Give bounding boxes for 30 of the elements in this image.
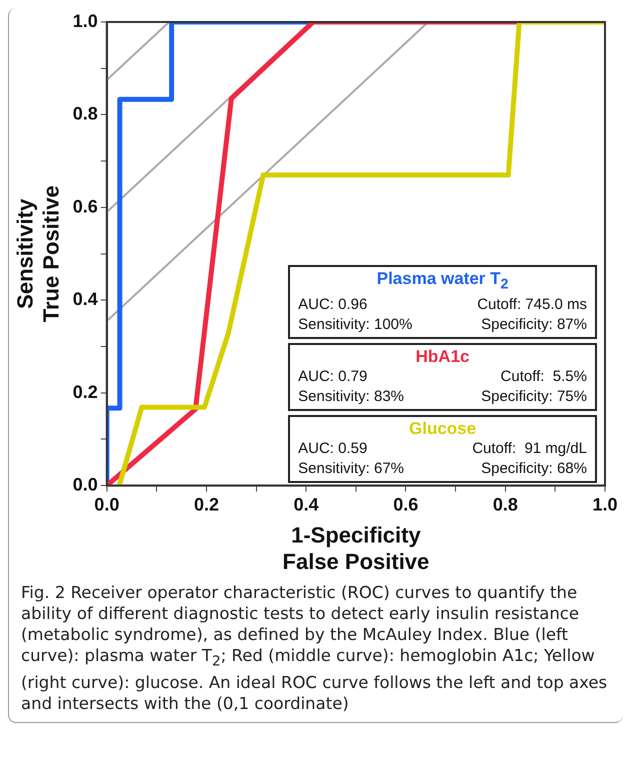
annotation: Cutoff: 91 mg/dL <box>472 438 587 459</box>
annotation: Sensitivity: 83% <box>298 386 404 407</box>
x-tick-label: 0.8 <box>492 494 518 514</box>
annotation: AUC: 0.79 <box>298 366 368 387</box>
text: Glucose <box>408 418 478 439</box>
annotation: Specificity: 75% <box>481 386 587 407</box>
x-tick-label: 0.0 <box>94 494 120 514</box>
caption: Fig. 2 Receiver operator characteristic (ROC) curves to quantify the ability of different diagnostic tests to detect early insulin resistance (metabolic syndrome), as defined by the McAuley Index. Blue (left curve): plasma water T$_{2}$; Red (middle curve): hemoglobin A1c; Yellow (right curve): glucose. An ideal ROC curve follows the left and top axes and intersects with the (0,1 coordinate) <box>20 582 608 716</box>
y-tick-label: 0.0 <box>72 474 98 495</box>
annotation: AUC: 0.59 <box>298 438 368 459</box>
x-tick-label: 0.4 <box>294 494 319 514</box>
y-tick-label: 0.4 <box>72 289 98 310</box>
text: HbA1c <box>414 346 470 367</box>
y-tick-label: 0.6 <box>72 196 98 216</box>
annotation: AUC: 0.96 <box>298 294 368 315</box>
annotation: Sensitivity: 67% <box>298 458 404 479</box>
y-tick-label: 0.8 <box>72 104 98 124</box>
x-axis-title: 1-Specificity False Positive <box>282 522 430 574</box>
text: Plasma water T$_{2}$ <box>376 269 510 295</box>
x-tick-label: 1.0 <box>592 494 618 514</box>
annotation: Sensitivity: 100% <box>298 314 412 335</box>
annotation: Specificity: 68% <box>481 458 587 479</box>
annotation: Specificity: 87% <box>481 314 587 335</box>
x-tick-label: 0.2 <box>194 494 219 514</box>
annotation: Cutoff: 5.5% <box>500 366 587 387</box>
annotation: Cutoff: 745.0 ms <box>477 294 587 315</box>
y-axis-title: Sensitivity True Positive <box>12 185 64 322</box>
y-tick-label: 0.2 <box>72 382 98 402</box>
y-tick-label: 1.0 <box>72 10 98 31</box>
x-tick-label: 0.6 <box>393 494 418 514</box>
